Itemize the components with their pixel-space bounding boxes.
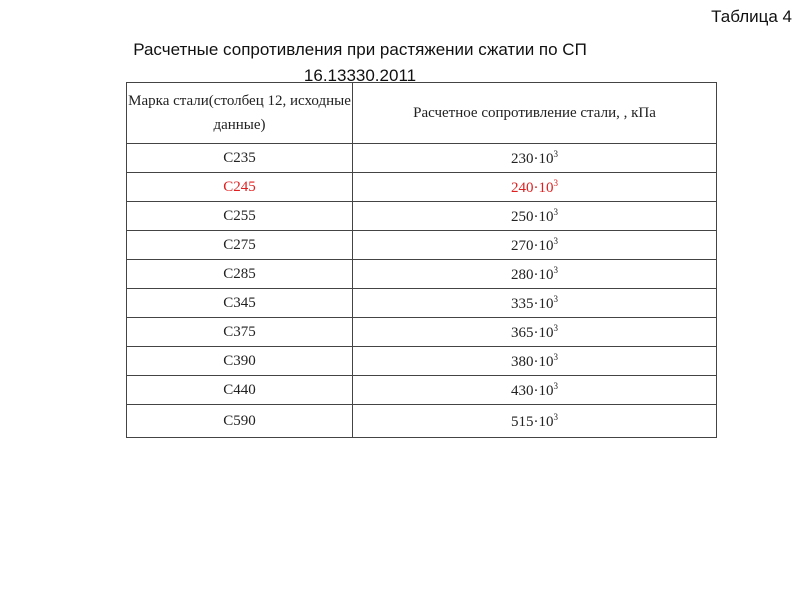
table-row: С255 250·103 <box>126 201 717 231</box>
resistance-exponent: 3 <box>553 148 559 159</box>
resistance-value: 430·10 <box>511 382 554 399</box>
resistance-value: 335·10 <box>511 295 554 312</box>
steel-grade-cell: С245 <box>126 172 353 202</box>
resistance-value: 280·10 <box>511 266 554 283</box>
table-number-label: Таблица 4 <box>711 7 792 26</box>
resistance-value-cell: 230·103 <box>352 143 717 173</box>
steel-grade-cell: С590 <box>126 404 353 438</box>
resistance-exponent: 3 <box>553 411 559 422</box>
resistance-exponent: 3 <box>553 322 559 333</box>
table-row: С390 380·103 <box>126 346 717 376</box>
table-row: С285 280·103 <box>126 259 717 289</box>
steel-resistance-table: Марка стали(столбец 12, исходные данные)… <box>126 82 717 438</box>
resistance-value: 250·10 <box>511 208 554 225</box>
resistance-value-cell: 380·103 <box>352 346 717 376</box>
resistance-value-cell: 335·103 <box>352 288 717 318</box>
resistance-value: 240·10 <box>511 179 554 196</box>
resistance-value: 230·10 <box>511 150 554 167</box>
resistance-exponent: 3 <box>553 206 559 217</box>
resistance-exponent: 3 <box>553 235 559 246</box>
resistance-value: 270·10 <box>511 237 554 254</box>
steel-grade-cell: С345 <box>126 288 353 318</box>
steel-grade-cell: С285 <box>126 259 353 289</box>
table-row: С345 335·103 <box>126 288 717 318</box>
resistance-exponent: 3 <box>553 351 559 362</box>
resistance-value-cell: 280·103 <box>352 259 717 289</box>
resistance-exponent: 3 <box>553 380 559 391</box>
resistance-exponent: 3 <box>553 177 559 188</box>
table-row: С440 430·103 <box>126 375 717 405</box>
table-header-row: Марка стали(столбец 12, исходные данные)… <box>126 82 717 144</box>
resistance-value: 380·10 <box>511 353 554 370</box>
header-design-resistance: Расчетное сопротивление стали, , кПа <box>352 82 717 144</box>
resistance-value-cell: 270·103 <box>352 230 717 260</box>
steel-grade-cell: С275 <box>126 230 353 260</box>
table-row: С590 515·103 <box>126 404 717 438</box>
table-row: С245 240·103 <box>126 172 717 202</box>
header-steel-grade: Марка стали(столбец 12, исходные данные) <box>126 82 353 144</box>
resistance-value-cell: 240·103 <box>352 172 717 202</box>
resistance-value-cell: 365·103 <box>352 317 717 347</box>
steel-grade-cell: С440 <box>126 375 353 405</box>
resistance-value-cell: 515·103 <box>352 404 717 438</box>
page-title: Расчетные сопротивления при растяжении с… <box>133 40 587 85</box>
resistance-value: 365·10 <box>511 324 554 341</box>
steel-grade-cell: С235 <box>126 143 353 173</box>
table-row: С235 230·103 <box>126 143 717 173</box>
steel-grade-cell: С375 <box>126 317 353 347</box>
steel-grade-cell: С255 <box>126 201 353 231</box>
steel-grade-cell: С390 <box>126 346 353 376</box>
resistance-value: 515·10 <box>511 413 554 430</box>
table-row: С275 270·103 <box>126 230 717 260</box>
table-row: С375 365·103 <box>126 317 717 347</box>
resistance-value-cell: 250·103 <box>352 201 717 231</box>
resistance-exponent: 3 <box>553 264 559 275</box>
resistance-value-cell: 430·103 <box>352 375 717 405</box>
resistance-exponent: 3 <box>553 293 559 304</box>
